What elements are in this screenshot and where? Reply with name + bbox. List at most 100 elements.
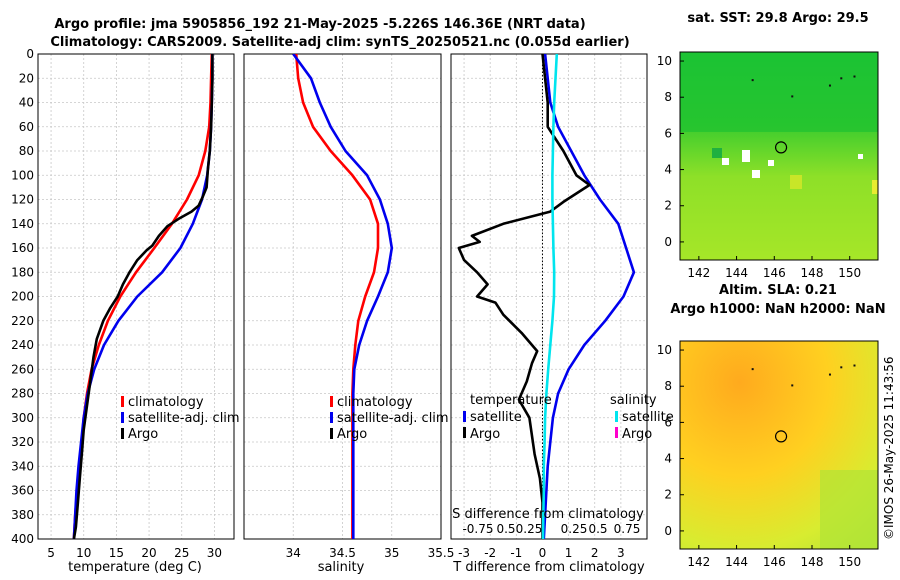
sst-missing-pixel — [742, 150, 750, 162]
sla-map-title2: Argo h1000: NaN h2000: NaN — [670, 302, 885, 317]
x-tick-label: 30 — [207, 546, 222, 560]
latitude-tick-label: 10 — [657, 343, 672, 357]
x-tick-label: 34 — [286, 546, 301, 560]
legend-s-argo: Argo — [622, 427, 652, 442]
legend-argo: Argo — [337, 427, 367, 442]
longitude-tick-label: 142 — [687, 555, 710, 569]
island-speck — [840, 366, 843, 369]
argo-location-marker — [774, 141, 788, 154]
legend-swatch-s-satellite — [615, 411, 618, 422]
depth-tick-label: 260 — [11, 362, 34, 376]
depth-tick-label: 360 — [11, 484, 34, 498]
x-tick-label: 25 — [174, 546, 189, 560]
legend-s-satellite: satellite — [622, 410, 674, 425]
island-speck — [751, 79, 754, 82]
latitude-tick-label: 6 — [664, 126, 672, 140]
temperature-axis-label: temperature (deg C) — [68, 560, 202, 575]
sst-patch — [712, 148, 722, 158]
salinity-axis-label: salinity — [318, 560, 365, 575]
figure-title-line1: Argo profile: jma 5905856_192 21-May-202… — [54, 17, 585, 32]
legend-swatch-climatology — [121, 396, 124, 407]
map-frame — [679, 340, 879, 550]
depth-tick-label: 80 — [19, 144, 34, 158]
island-speck — [791, 95, 794, 98]
s-difference-axis-label: S difference from climatology — [452, 507, 644, 522]
latitude-tick-label: 2 — [664, 199, 672, 213]
latitude-tick-label: 0 — [664, 235, 672, 249]
s-difference-ticks: -0.75 0.5 0.25 0.25 0.5 0.75 — [462, 522, 640, 536]
figure-title-line2: Climatology: CARS2009. Satellite-adj cli… — [50, 35, 629, 50]
plot-frame — [243, 53, 442, 540]
latitude-tick-label: 2 — [664, 488, 672, 502]
x-tick-label: -1 — [510, 546, 522, 560]
s-tick: 0.75 — [614, 522, 641, 536]
difference-profile-panel: -3 -2 -1 0 1 2 3 — [450, 53, 648, 560]
series-line-temperature-satellite — [542, 54, 636, 539]
legend-climatology: climatology — [128, 395, 204, 410]
longitude-tick-label: 144 — [725, 555, 748, 569]
longitude-tick-label: 148 — [801, 555, 824, 569]
argo-location-marker — [774, 430, 788, 443]
legend-climatology: climatology — [337, 395, 413, 410]
legend-swatch-argo — [330, 428, 333, 439]
sst-patch — [790, 175, 802, 189]
x-tick-label: -2 — [484, 546, 496, 560]
depth-tick-label: 60 — [19, 120, 34, 134]
sst-warm-band — [680, 52, 878, 132]
depth-tick-label: 400 — [11, 532, 34, 546]
depth-tick-label: 380 — [11, 508, 34, 522]
depth-tick-label: 200 — [11, 290, 34, 304]
sst-patch — [872, 180, 878, 194]
island-speck — [791, 384, 794, 387]
legend-t-argo: Argo — [470, 427, 500, 442]
x-tick-label: 35 — [384, 546, 399, 560]
sst-map-panel: 142 144 146 148 150 0 2 4 6 8 10 — [657, 51, 879, 280]
latitude-tick-label: 8 — [664, 379, 672, 393]
sst-missing-pixel — [752, 170, 760, 178]
sst-missing-pixel — [768, 160, 774, 166]
plot-frame — [450, 53, 648, 540]
legend-swatch-satellite — [330, 412, 333, 423]
sst-missing-pixel — [858, 154, 863, 159]
legend-satellite-adj: satellite-adj. clim — [128, 411, 240, 426]
legend-temperature-heading: temperature — [470, 393, 552, 408]
x-tick-label: 10 — [76, 546, 91, 560]
longitude-tick-label: 150 — [838, 555, 861, 569]
longitude-tick-label: 142 — [687, 266, 710, 280]
latitude-tick-label: 0 — [664, 524, 672, 538]
depth-tick-label: 20 — [19, 71, 34, 85]
series-line-temperature-argo — [457, 54, 591, 539]
depth-tick-label: 0 — [26, 47, 34, 61]
island-speck — [828, 373, 831, 376]
x-tick-label: 5 — [47, 546, 55, 560]
island-speck — [751, 368, 754, 371]
depth-tick-label: 100 — [11, 168, 34, 182]
latitude-tick-label: 4 — [664, 452, 672, 466]
x-tick-label: 15 — [109, 546, 124, 560]
temperature-legend: climatology satellite-adj. clim Argo — [121, 395, 240, 442]
depth-tick-label: 120 — [11, 193, 34, 207]
x-tick-label: 2 — [591, 546, 599, 560]
legend-salinity-heading: salinity — [610, 393, 657, 408]
depth-tick-label: 40 — [19, 96, 34, 110]
depth-tick-label: 220 — [11, 314, 34, 328]
latitude-tick-label: 6 — [664, 415, 672, 429]
depth-tick-label: 140 — [11, 217, 34, 231]
legend-argo: Argo — [128, 427, 158, 442]
island-speck — [853, 364, 856, 367]
map-frame — [679, 51, 879, 261]
x-tick-label: 20 — [141, 546, 156, 560]
sst-map-title: sat. SST: 29.8 Argo: 29.5 — [687, 11, 868, 26]
x-tick-label: 35.5 — [428, 546, 455, 560]
x-tick-label: 3 — [617, 546, 625, 560]
depth-tick-label: 300 — [11, 411, 34, 425]
depth-tick-label: 160 — [11, 241, 34, 255]
island-speck — [840, 77, 843, 80]
legend-swatch-argo — [121, 428, 124, 439]
depth-tick-label: 320 — [11, 435, 34, 449]
longitude-tick-label: 146 — [763, 266, 786, 280]
salinity-legend: climatology satellite-adj. clim Argo — [330, 395, 449, 442]
sla-low-region — [820, 470, 878, 549]
sst-missing-pixel — [722, 158, 729, 165]
